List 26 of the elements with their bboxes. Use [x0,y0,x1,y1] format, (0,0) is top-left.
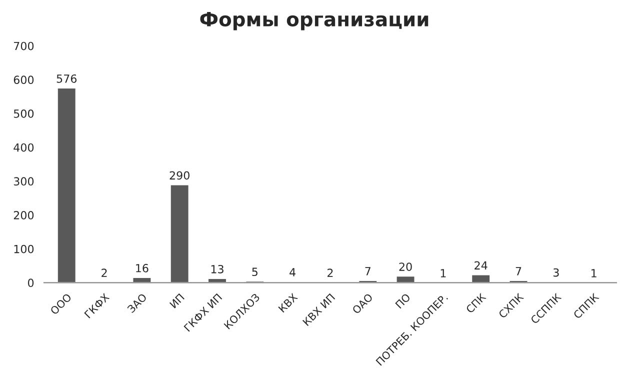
y-tick-label: 100 [14,244,34,254]
y-tick-label: 400 [14,143,34,152]
data-label: 576 [56,74,77,83]
data-label: 2 [102,268,107,277]
data-label: 24 [474,261,488,270]
data-label: 4 [290,268,296,276]
data-label: 290 [170,171,190,180]
data-label: 3 [553,268,559,277]
x-tick-label: ИП [169,293,184,308]
data-label: 20 [399,262,412,271]
y-tick-label: 300 [14,177,34,186]
data-label: 13 [211,264,224,274]
y-tick-label: 0 [28,278,34,288]
data-label: 7 [365,267,370,276]
data-label: 7 [516,267,522,276]
x-tick-label: ПО [395,292,411,309]
data-label: 1 [440,269,446,278]
chart-title: Формы организации [200,12,428,30]
data-label: 1 [592,269,596,278]
y-tick-label: 500 [14,109,34,118]
y-tick-label: 700 [14,42,34,50]
data-label: 16 [136,264,148,272]
y-tick-label: 600 [14,76,34,84]
data-label: 5 [252,268,258,276]
data-label: 2 [328,268,333,277]
y-tick-label: 200 [14,210,34,220]
